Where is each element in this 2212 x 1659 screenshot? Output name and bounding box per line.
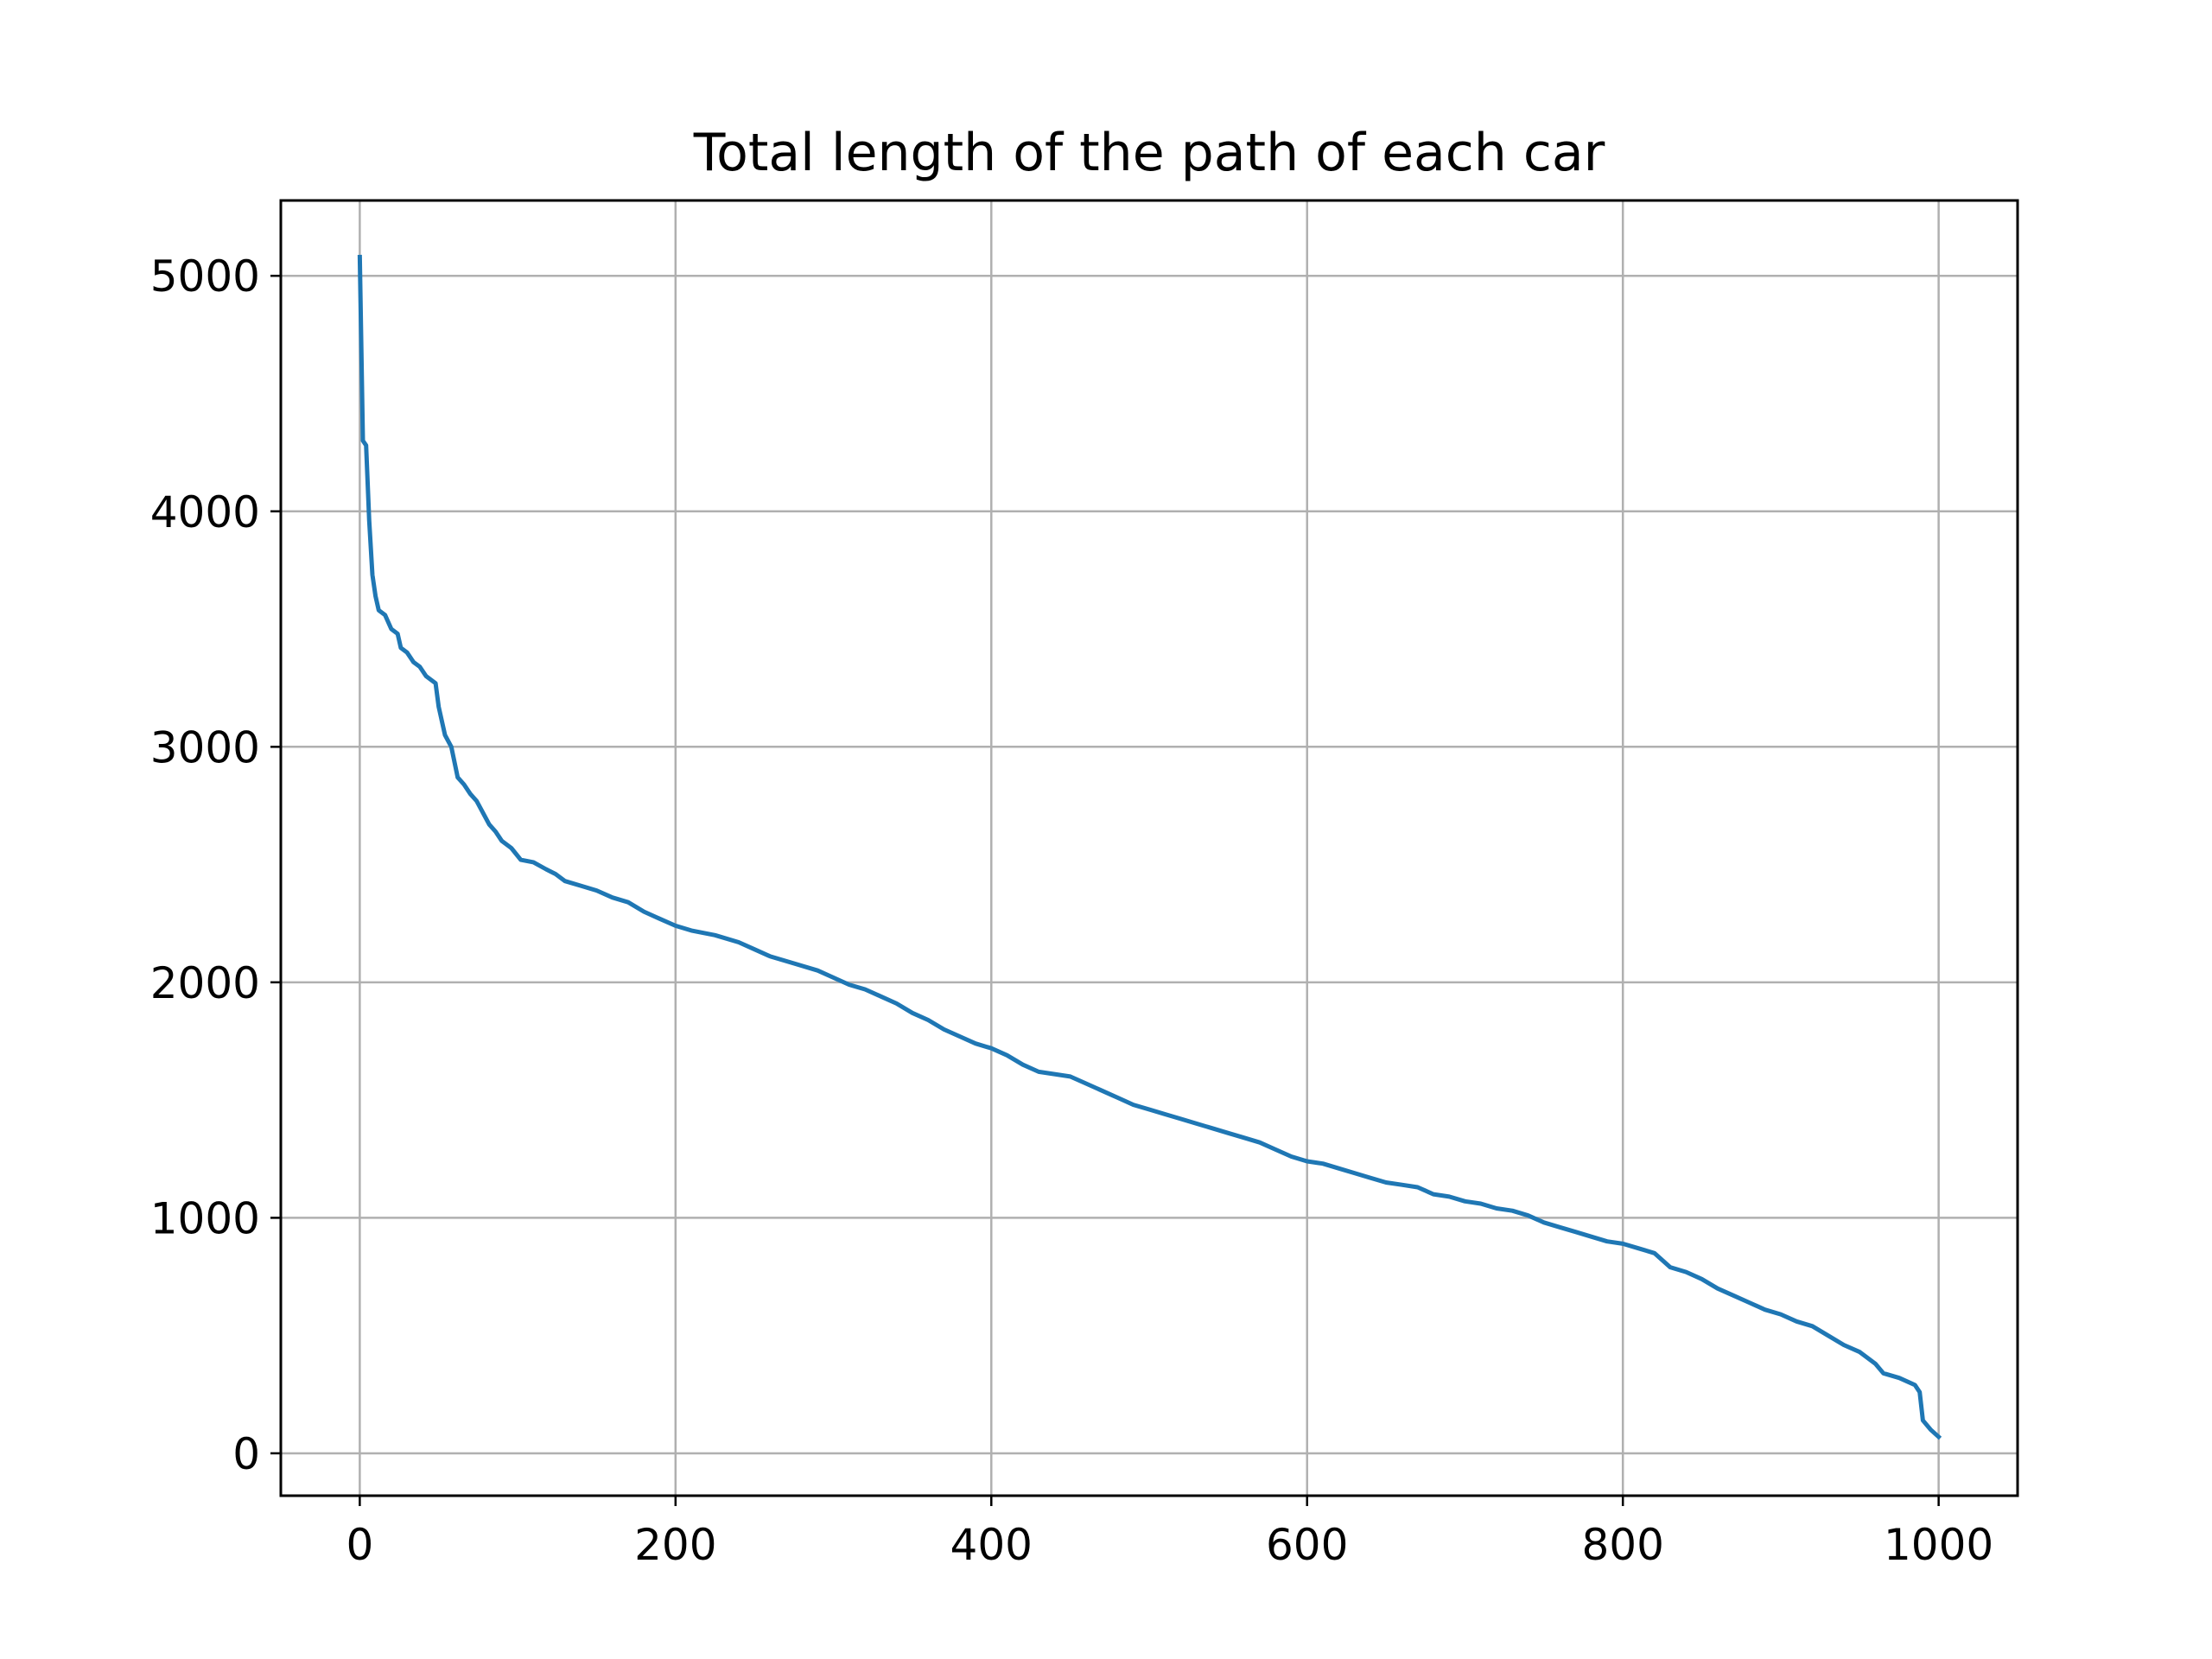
y-tick-label: 3000: [150, 722, 260, 772]
y-tick-label: 5000: [150, 251, 260, 302]
x-tick-label: 1000: [1884, 1520, 1993, 1570]
series-line: [357, 254, 1942, 1440]
y-gridlines: [281, 274, 2018, 1455]
x-tick-label: 0: [346, 1520, 373, 1570]
x-gridlines: [359, 200, 1940, 1496]
y-tick-label: 1000: [150, 1193, 260, 1243]
chart-title: Total length of the path of each car: [693, 123, 1605, 183]
y-axis-ticks: 0 1000 2000 3000 4000 5000: [150, 251, 281, 1479]
x-tick-label: 400: [950, 1520, 1033, 1570]
y-tick-label: 2000: [150, 958, 260, 1008]
x-tick-label: 800: [1581, 1520, 1663, 1570]
series-layer: [357, 254, 1942, 1440]
y-tick-label: 0: [232, 1429, 260, 1479]
x-tick-label: 600: [1266, 1520, 1348, 1570]
x-tick-label: 200: [634, 1520, 716, 1570]
y-tick-label: 4000: [150, 487, 260, 537]
x-axis-ticks: 0 200 400 600 800 1000: [346, 1496, 1993, 1570]
plot-frame: [279, 199, 2019, 1497]
